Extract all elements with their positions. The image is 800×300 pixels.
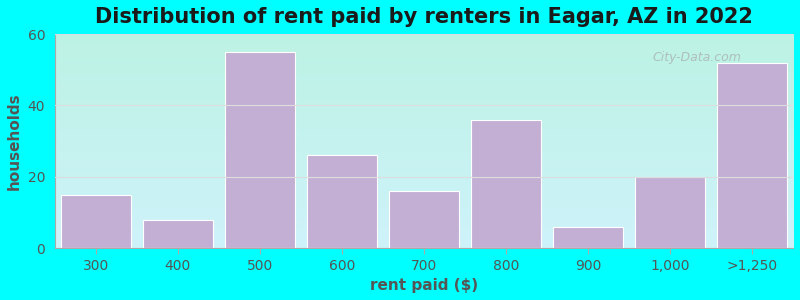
Bar (717, 63, 787, 248)
Title: Distribution of rent paid by renters in Eagar, AZ in 2022: Distribution of rent paid by renters in … (95, 7, 753, 27)
Bar (61, 195, 130, 248)
Bar (225, 52, 294, 248)
Y-axis label: households: households (7, 92, 22, 190)
Bar (389, 191, 459, 248)
Bar (307, 155, 377, 248)
Text: City-Data.com: City-Data.com (653, 51, 742, 64)
Bar (471, 120, 541, 248)
Bar (553, 227, 623, 248)
Bar (143, 220, 213, 248)
X-axis label: rent paid ($): rent paid ($) (370, 278, 478, 293)
Bar (635, 177, 705, 248)
